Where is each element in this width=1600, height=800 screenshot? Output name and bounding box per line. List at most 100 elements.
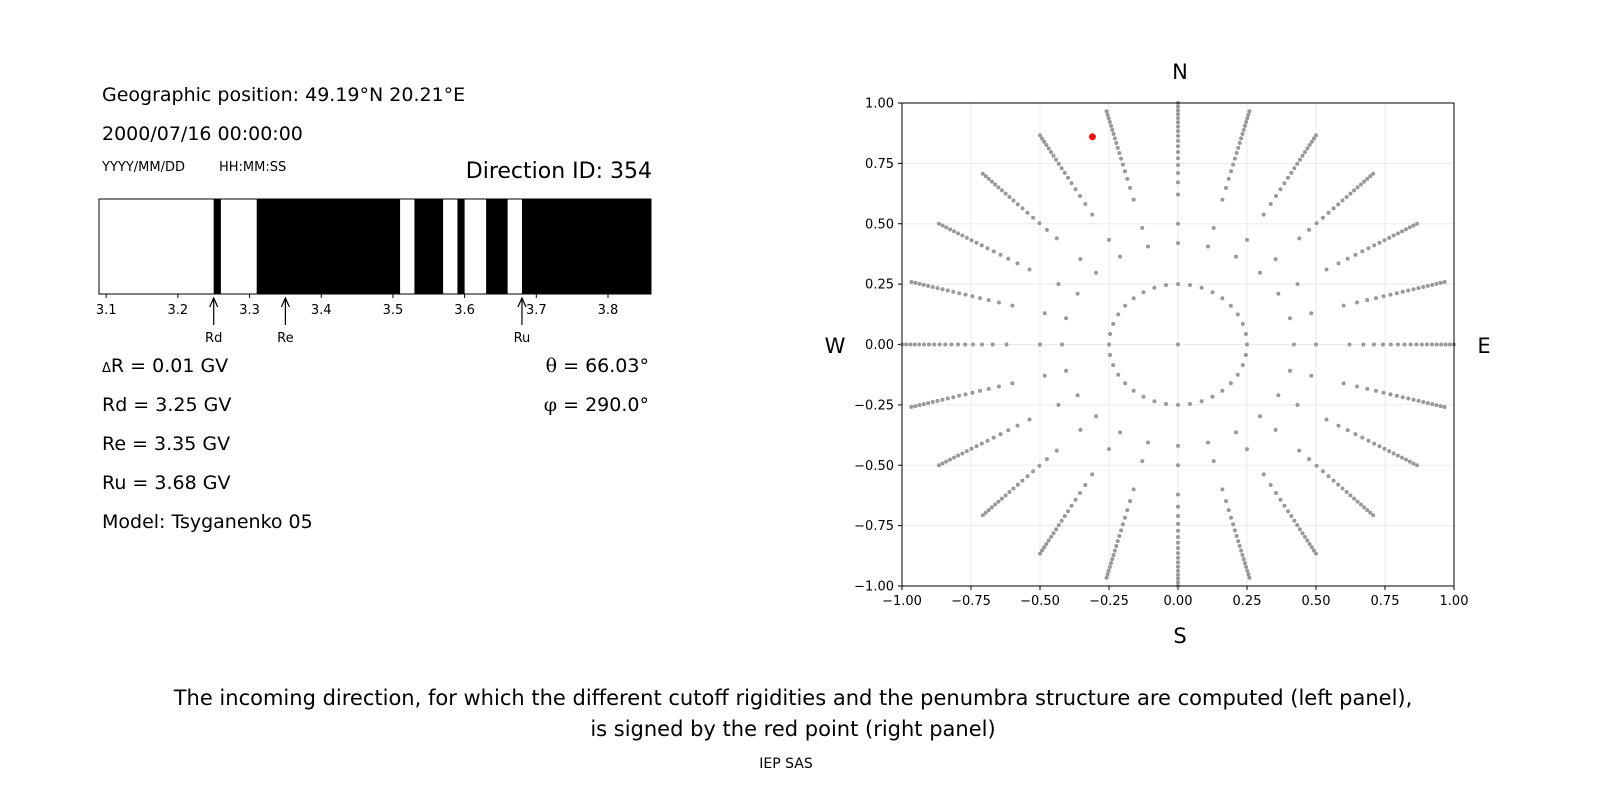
- direction-point: [1044, 227, 1049, 232]
- direction-point: [1282, 503, 1287, 508]
- direction-point: [1243, 332, 1248, 337]
- direction-point: [921, 282, 926, 287]
- direction-point: [1176, 116, 1180, 121]
- direction-point: [1295, 523, 1300, 528]
- direction-point: [1348, 493, 1353, 498]
- direction-point: [1120, 522, 1125, 527]
- direction-point: [1116, 372, 1121, 377]
- direction-point: [1314, 551, 1318, 556]
- direction-point: [960, 451, 965, 456]
- direction-point: [940, 223, 945, 228]
- direction-point: [1056, 282, 1061, 287]
- direction-point: [1125, 508, 1130, 513]
- direction-point: [1176, 108, 1180, 113]
- direction-point: [1373, 296, 1378, 301]
- direction-point: [1176, 129, 1180, 134]
- direction-point: [1145, 244, 1150, 249]
- direction-point: [1220, 197, 1225, 202]
- direction-point: [1176, 572, 1180, 577]
- direction-point: [1434, 281, 1439, 286]
- direction-point: [1365, 176, 1370, 181]
- direction-point: [1176, 101, 1180, 105]
- direction-point: [1344, 490, 1349, 495]
- direction-point: [1314, 133, 1318, 138]
- direction-point: [1122, 515, 1127, 520]
- direction-point: [1094, 270, 1099, 275]
- x-tick-label: 0.75: [1371, 594, 1400, 609]
- delta-symbol: Δ: [102, 361, 111, 376]
- direction-point: [1297, 448, 1302, 453]
- direction-point: [1078, 427, 1083, 432]
- direction-point: [980, 513, 985, 518]
- direction-point: [980, 342, 985, 347]
- direction-point: [1090, 472, 1095, 477]
- direction-point: [969, 446, 974, 451]
- direction-point: [1046, 146, 1051, 151]
- direction-point: [945, 288, 950, 293]
- direction-point: [1240, 552, 1245, 557]
- direction-point: [1123, 303, 1128, 308]
- direction-point: [1176, 124, 1180, 129]
- direction-point: [1291, 342, 1296, 347]
- direction-point: [1366, 438, 1371, 443]
- direction-point: [1314, 342, 1318, 347]
- direction-point: [1307, 541, 1312, 546]
- direction-point: [1176, 540, 1180, 545]
- direction-point: [1381, 390, 1386, 395]
- forbidden-band: [414, 199, 444, 294]
- y-tick-label: −0.25: [854, 398, 894, 413]
- direction-point: [1289, 514, 1294, 519]
- direction-point: [1015, 202, 1020, 207]
- direction-point: [1015, 423, 1020, 428]
- direction-point: [1380, 342, 1385, 347]
- direction-point: [1231, 162, 1236, 167]
- direction-point: [940, 461, 945, 466]
- direction-point: [1131, 296, 1136, 301]
- direction-point: [1421, 284, 1426, 289]
- direction-point: [1360, 435, 1365, 440]
- direction-point: [1314, 221, 1319, 226]
- direction-point: [1402, 342, 1407, 347]
- direction-point: [1060, 342, 1065, 347]
- direction-point: [1276, 291, 1281, 296]
- direction-point: [1062, 170, 1067, 175]
- marker-label: Ru: [514, 331, 531, 346]
- direction-point: [1176, 241, 1180, 246]
- direction-point: [1054, 448, 1059, 453]
- direction-point: [1340, 486, 1345, 491]
- direction-point: [1176, 504, 1180, 509]
- direction-point: [900, 342, 904, 347]
- direction-point: [1176, 104, 1180, 109]
- penumbra-chart: 3.1 3.2 3.3 3.4 3.5 3.6 3.7 3.8 Rd Re Ru: [96, 198, 652, 346]
- direction-point: [1430, 282, 1435, 287]
- direction-point: [1287, 368, 1292, 373]
- direction-point: [1295, 402, 1300, 407]
- direction-point: [1297, 157, 1302, 162]
- direction-point: [963, 292, 968, 297]
- direction-point: [1003, 493, 1008, 498]
- direction-point: [1199, 285, 1204, 290]
- y-tick-label: −1.00: [854, 580, 894, 595]
- direction-point: [1365, 298, 1370, 303]
- scatter-frame: [901, 102, 1455, 587]
- compass-east: E: [1477, 334, 1491, 358]
- direction-point: [1210, 394, 1215, 399]
- direction-point: [998, 432, 1003, 437]
- x-tick-label: 0.00: [1164, 594, 1193, 609]
- direction-point: [1400, 395, 1405, 400]
- direction-point: [974, 240, 979, 245]
- direction-point: [1037, 463, 1042, 468]
- direction-point: [1355, 499, 1360, 504]
- penumbra-frame: [98, 198, 652, 295]
- y-tick-label: 1.00: [865, 97, 894, 112]
- direction-point: [1425, 283, 1430, 288]
- direction-point: [996, 499, 1001, 504]
- direction-point: [1111, 321, 1116, 326]
- direction-point: [985, 438, 990, 443]
- direction-point: [1176, 282, 1180, 287]
- direction-point: [1044, 541, 1049, 546]
- direction-point: [1110, 127, 1115, 132]
- date-time: 2000/07/16 00:00:00: [102, 123, 303, 145]
- marker-arrow-head: [517, 296, 527, 308]
- direction-point: [1069, 503, 1074, 508]
